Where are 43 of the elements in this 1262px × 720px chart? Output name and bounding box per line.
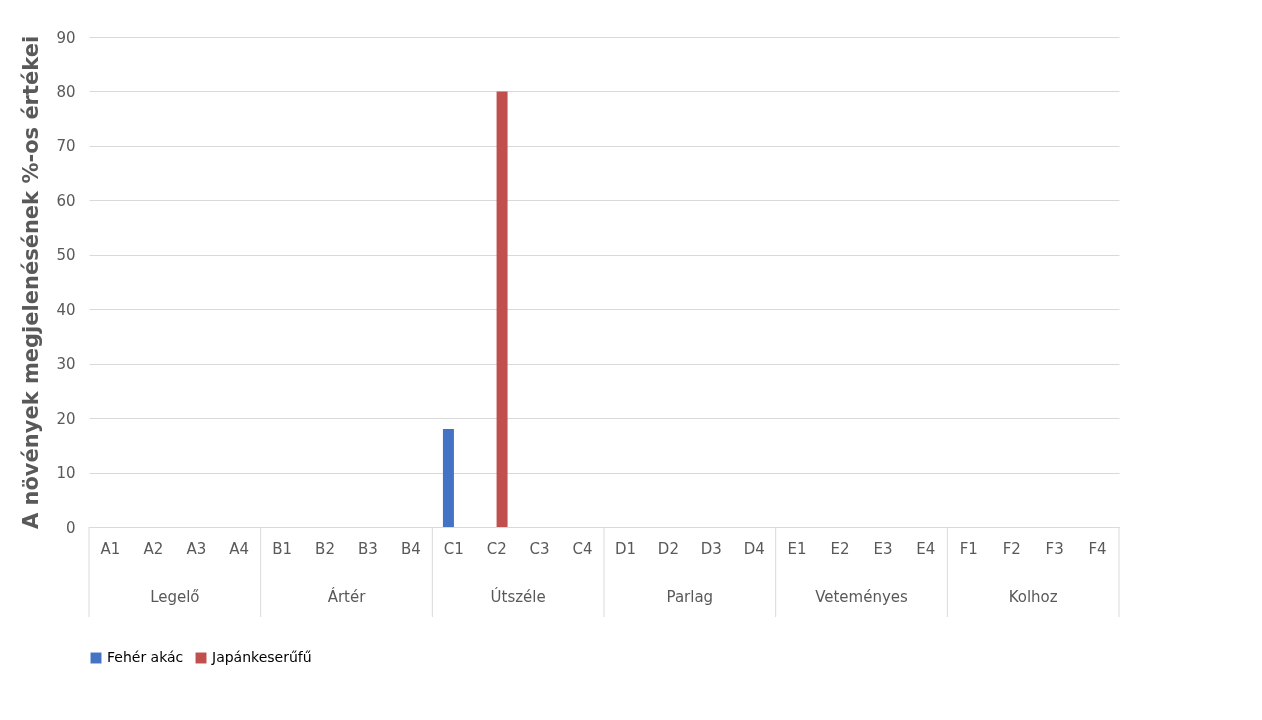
y-tick-label: 0 — [65, 518, 76, 537]
legend-label: Fehér akác — [107, 649, 184, 665]
text: Parlag — [666, 588, 714, 606]
text: Legelő — [150, 588, 200, 606]
x-tick-label: A2 — [143, 539, 164, 558]
text: Kolhoz — [1008, 588, 1058, 606]
y-tick-label: 50 — [56, 246, 76, 265]
y-tick-label: 80 — [56, 82, 76, 101]
x-tick-label: A1 — [100, 539, 121, 558]
x-tick-label: D1 — [614, 539, 637, 558]
y-axis-title: A növények megjelenésének %-os értékei — [19, 35, 44, 530]
x-tick-label: B3 — [358, 539, 378, 558]
x-tick-label: C2 — [486, 539, 507, 558]
text: Veteményes — [815, 588, 909, 606]
x-tick-label: D3 — [700, 539, 722, 558]
x-tick-label: F3 — [1045, 539, 1064, 558]
y-tick-label: 20 — [56, 409, 76, 428]
x-tick-label: F2 — [1002, 539, 1021, 558]
text: Ártér — [327, 587, 367, 606]
y-tick-label: 10 — [56, 464, 76, 483]
x-tick-label: E4 — [916, 539, 936, 558]
x-tick-label: C1 — [443, 539, 464, 558]
x-tick-label: E1 — [787, 539, 807, 558]
y-tick-label: 30 — [56, 355, 76, 374]
x-tick-label: A4 — [229, 539, 250, 558]
x-tick-label: B2 — [315, 539, 335, 558]
x-tick-label: D4 — [743, 539, 765, 558]
x-tick-label: D2 — [657, 539, 679, 558]
x-tick-label: B4 — [400, 539, 421, 558]
x-tick-label: C3 — [529, 539, 550, 558]
y-tick-label: 70 — [56, 137, 76, 156]
x-tick-label: C4 — [572, 539, 593, 558]
x-tick-label: B1 — [272, 539, 293, 558]
x-tick-label: E2 — [830, 539, 850, 558]
y-tick-label: 40 — [56, 300, 76, 319]
y-tick-label: 90 — [56, 28, 76, 47]
x-tick-label: F1 — [959, 539, 978, 558]
x-tick-label: E3 — [873, 539, 893, 558]
text: Útszéle — [490, 587, 546, 606]
x-tick-label: F4 — [1088, 539, 1107, 558]
legend-label: Japánkeserűfű — [211, 649, 312, 665]
y-tick-label: 60 — [56, 191, 76, 210]
x-tick-label: A3 — [186, 539, 207, 558]
